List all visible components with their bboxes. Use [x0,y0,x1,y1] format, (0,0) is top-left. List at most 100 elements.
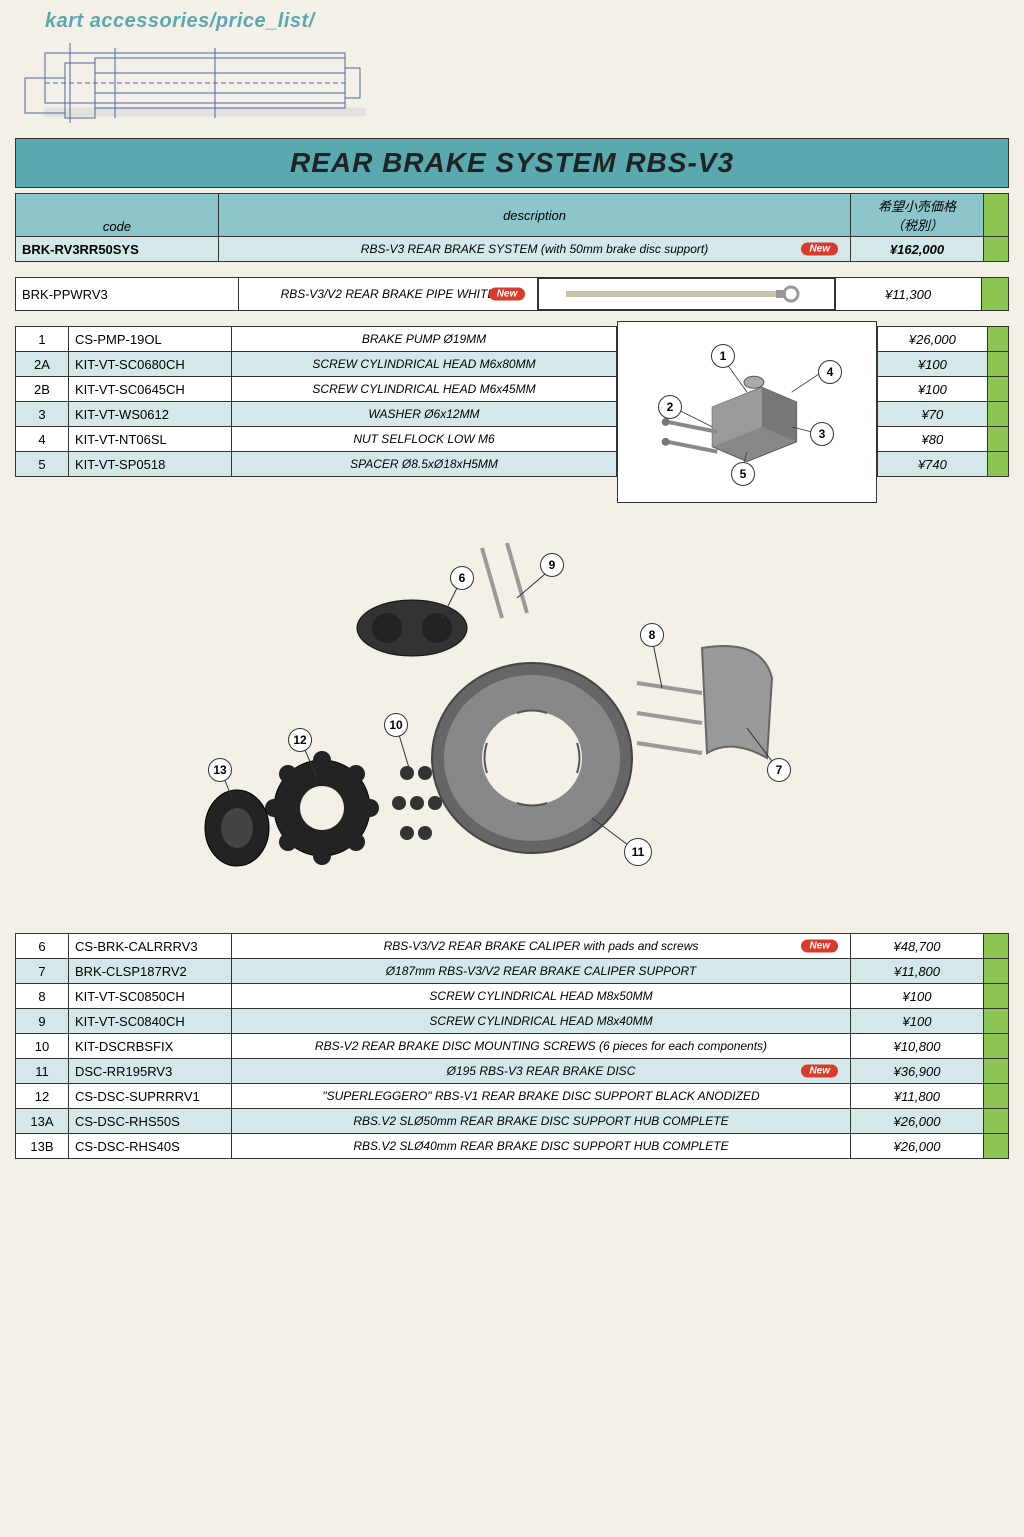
marker-cell [987,452,1008,477]
marker-cell [984,1009,1009,1034]
main-code: BRK-RV3RR50SYS [16,237,219,262]
part-code: KIT-DSCRBSFIX [69,1034,232,1059]
part-num: 3 [16,402,69,427]
table-row: 4KIT-VT-NT06SLNUT SELFLOCK LOW M6 [16,427,617,452]
part-code: DSC-RR195RV3 [69,1059,232,1084]
part-num: 9 [16,1009,69,1034]
pump-exploded-diagram: 1 2 3 4 5 [617,321,877,503]
header-technical-drawing [15,23,395,133]
part-code: KIT-VT-SC0840CH [69,1009,232,1034]
table-row: ¥26,000 [878,327,1009,352]
table-row: 13ACS-DSC-RHS50SRBS.V2 SLØ50mm REAR BRAK… [16,1109,1009,1134]
callout-12: 12 [288,728,312,752]
marker-cell [984,934,1009,959]
table-row: 3KIT-VT-WS0612WASHER Ø6x12MM [16,402,617,427]
table-row: 1CS-PMP-19OLBRAKE PUMP Ø19MM [16,327,617,352]
part-price: ¥100 [851,984,984,1009]
table-row: ¥100 [878,377,1009,402]
part-desc: SCREW CYLINDRICAL HEAD M8x50MM [232,984,851,1009]
table-row: 9KIT-VT-SC0840CHSCREW CYLINDRICAL HEAD M… [16,1009,1009,1034]
part-desc: SPACER Ø8.5xØ18xH5MM [232,452,617,477]
table-row: 10KIT-DSCRBSFIXRBS-V2 REAR BRAKE DISC MO… [16,1034,1009,1059]
part-code: CS-DSC-SUPRRRV1 [69,1084,232,1109]
pipe-image-cell [538,278,835,311]
marker-cell [984,237,1009,262]
part-desc: WASHER Ø6x12MM [232,402,617,427]
table-row: ¥740 [878,452,1009,477]
part-price: ¥100 [878,377,988,402]
part-code: CS-DSC-RHS50S [69,1109,232,1134]
callout-10: 10 [384,713,408,737]
part-desc: SCREW CYLINDRICAL HEAD M8x40MM [232,1009,851,1034]
part-code: BRK-CLSP187RV2 [69,959,232,984]
callout-6: 6 [450,566,474,590]
new-badge-icon: New [801,1065,838,1078]
col-header-code: code [16,194,219,237]
part-num: 2B [16,377,69,402]
part-num: 5 [16,452,69,477]
main-header-table: code description 希望小売価格 （税別） BRK-RV3RR50… [15,193,1009,262]
part-desc: Ø187mm RBS-V3/V2 REAR BRAKE CALIPER SUPP… [232,959,851,984]
table-row: 11DSC-RR195RV3Ø195 RBS-V3 REAR BRAKE DIS… [16,1059,1009,1084]
part-num: 6 [16,934,69,959]
part-code: KIT-VT-SP0518 [69,452,232,477]
table-row: 12CS-DSC-SUPRRRV1"SUPERLEGGERO" RBS-V1 R… [16,1084,1009,1109]
part-num: 13B [16,1134,69,1159]
table-row: 2AKIT-VT-SC0680CHSCREW CYLINDRICAL HEAD … [16,352,617,377]
marker-cell [984,1134,1009,1159]
part-code: KIT-VT-NT06SL [69,427,232,452]
table-row: 2BKIT-VT-SC0645CHSCREW CYLINDRICAL HEAD … [16,377,617,402]
callout-3: 3 [810,422,834,446]
part-code: CS-PMP-19OL [69,327,232,352]
pump-parts-table: 1CS-PMP-19OLBRAKE PUMP Ø19MM2AKIT-VT-SC0… [15,326,617,477]
pipe-code: BRK-PPWRV3 [16,278,239,311]
part-desc: SCREW CYLINDRICAL HEAD M6x80MM [232,352,617,377]
marker-cell [984,1084,1009,1109]
marker-cell [987,352,1008,377]
part-num: 2A [16,352,69,377]
part-num: 7 [16,959,69,984]
part-price: ¥70 [878,402,988,427]
part-code: KIT-VT-SC0645CH [69,377,232,402]
marker-cell [984,1034,1009,1059]
part-desc: RBS.V2 SLØ50mm REAR BRAKE DISC SUPPORT H… [232,1109,851,1134]
part-price: ¥740 [878,452,988,477]
title-bar: REAR BRAKE SYSTEM RBS-V3 [15,138,1009,188]
pipe-price: ¥11,300 [835,278,981,311]
pump-price-table: ¥26,000¥100¥100¥70¥80¥740 [877,326,1009,477]
callout-13: 13 [208,758,232,782]
callout-9: 9 [540,553,564,577]
part-code: KIT-VT-SC0680CH [69,352,232,377]
caliper-parts-table: 6CS-BRK-CALRRRV3RBS-V3/V2 REAR BRAKE CAL… [15,933,1009,1159]
marker-cell [984,1059,1009,1084]
part-desc: RBS.V2 SLØ40mm REAR BRAKE DISC SUPPORT H… [232,1134,851,1159]
caliper-exploded-diagram: 6 7 8 9 10 11 12 13 [15,518,1009,918]
part-num: 13A [16,1109,69,1134]
part-price: ¥10,800 [851,1034,984,1059]
callout-5: 5 [731,462,755,486]
marker-cell [984,984,1009,1009]
part-code: CS-DSC-RHS40S [69,1134,232,1159]
part-desc: BRAKE PUMP Ø19MM [232,327,617,352]
marker-cell [987,327,1008,352]
part-desc: Ø195 RBS-V3 REAR BRAKE DISCNew [232,1059,851,1084]
part-desc: "SUPERLEGGERO" RBS-V1 REAR BRAKE DISC SU… [232,1084,851,1109]
main-price: ¥162,000 [851,237,984,262]
part-desc: RBS-V3/V2 REAR BRAKE CALIPER with pads a… [232,934,851,959]
part-price: ¥11,800 [851,959,984,984]
marker-cell [987,377,1008,402]
callout-8: 8 [640,623,664,647]
table-row: 6CS-BRK-CALRRRV3RBS-V3/V2 REAR BRAKE CAL… [16,934,1009,959]
part-num: 8 [16,984,69,1009]
new-badge-icon: New [801,940,838,953]
marker-cell [987,402,1008,427]
part-num: 1 [16,327,69,352]
table-row: ¥80 [878,427,1009,452]
table-row: 8KIT-VT-SC0850CHSCREW CYLINDRICAL HEAD M… [16,984,1009,1009]
pipe-table: BRK-PPWRV3 RBS-V3/V2 REAR BRAKE PIPE WHI… [15,277,1009,311]
part-price: ¥36,900 [851,1059,984,1084]
marker-cell [984,1109,1009,1134]
part-code: KIT-VT-WS0612 [69,402,232,427]
part-price: ¥26,000 [851,1134,984,1159]
callout-1: 1 [711,344,735,368]
